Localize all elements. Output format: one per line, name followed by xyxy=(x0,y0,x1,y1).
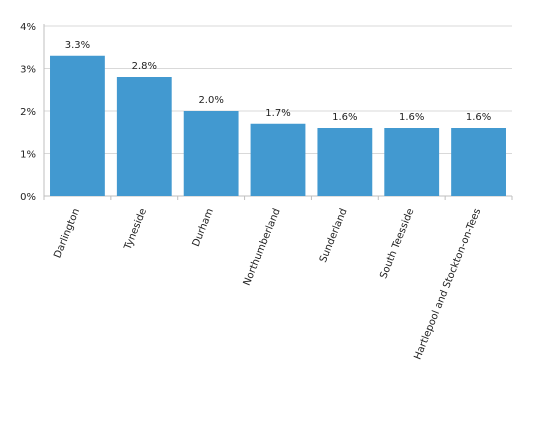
y-tick-label: 0% xyxy=(20,192,36,203)
category-label: Durham xyxy=(191,207,216,248)
y-tick-label: 2% xyxy=(20,107,36,118)
category-label: Northumberland xyxy=(242,207,283,287)
category-label: Darlington xyxy=(52,207,82,260)
data-label: 1.6% xyxy=(399,112,424,123)
category-label: Tyneside xyxy=(122,207,149,252)
y-tick-label: 3% xyxy=(20,65,36,76)
data-label: 2.0% xyxy=(198,95,223,106)
bar xyxy=(384,128,440,196)
data-label: 3.3% xyxy=(65,40,90,51)
bar xyxy=(451,128,506,196)
bar xyxy=(183,111,239,196)
data-label: 1.6% xyxy=(332,112,357,123)
category-label: Hartlepool and Stockton-on-Tees xyxy=(412,207,483,361)
bar xyxy=(317,128,373,196)
data-label: 1.6% xyxy=(466,112,491,123)
y-tick-label: 4% xyxy=(20,22,36,33)
category-label: Sunderland xyxy=(318,207,350,264)
category-label: South Teesside xyxy=(378,207,416,280)
bar xyxy=(250,123,306,196)
y-tick-label: 1% xyxy=(20,150,36,161)
bar xyxy=(116,77,172,196)
data-label: 2.8% xyxy=(132,61,157,72)
data-label: 1.7% xyxy=(265,108,290,119)
bar xyxy=(50,55,105,196)
